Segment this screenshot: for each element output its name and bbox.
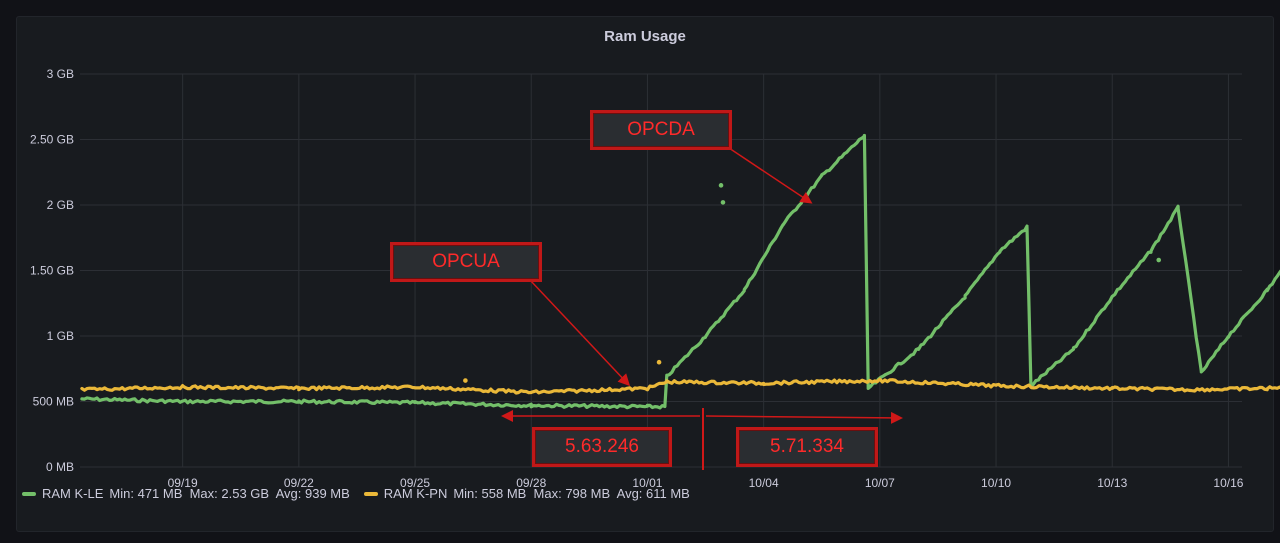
x-tick-label: 10/07 — [865, 476, 895, 490]
legend-stats-ram-k-le: Min: 471 MB Max: 2.53 GB Avg: 939 MB — [109, 486, 350, 501]
arrow-opcua — [529, 279, 631, 387]
legend: RAM K-LE Min: 471 MB Max: 2.53 GB Avg: 9… — [22, 486, 690, 501]
x-tick-label: 09/25 — [400, 476, 430, 490]
stray-point — [1156, 257, 1162, 263]
stray-point — [463, 378, 468, 383]
y-tick-label: 1.50 GB — [30, 264, 74, 278]
x-tick-label: 10/01 — [632, 476, 662, 490]
x-tick-label: 09/22 — [284, 476, 314, 490]
series-line-ram-k-pn — [80, 377, 1280, 395]
x-tick-label: 10/04 — [749, 476, 779, 490]
annotation-opcua: OPCUA — [390, 242, 542, 282]
annotation-version-right: 5.71.334 — [736, 427, 878, 467]
legend-swatch-ram-k-le — [22, 491, 36, 496]
annotation-opcda: OPCDA — [590, 110, 732, 150]
x-tick-label: 09/28 — [516, 476, 546, 490]
y-tick-label: 500 MB — [33, 395, 74, 409]
x-tick-label: 10/13 — [1097, 476, 1127, 490]
x-tick-label: 10/16 — [1213, 476, 1243, 490]
panel-title: Ram Usage — [604, 28, 686, 45]
stray-point — [720, 200, 726, 205]
legend-label-ram-k-pn: RAM K-PN — [383, 486, 448, 501]
legend-item-ram-k-le[interactable]: RAM K-LE Min: 471 MB Max: 2.53 GB Avg: 9… — [22, 486, 350, 501]
stray-point — [718, 183, 724, 188]
x-tick-label: 09/19 — [168, 476, 198, 490]
legend-item-ram-k-pn[interactable]: RAM K-PN Min: 558 MB Max: 798 MB Avg: 61… — [363, 486, 690, 501]
y-tick-label: 1 GB — [47, 329, 74, 343]
stray-point — [656, 359, 662, 365]
legend-label-ram-k-le: RAM K-LE — [42, 486, 104, 501]
legend-swatch-ram-k-pn — [363, 491, 378, 496]
annotation-version-left: 5.63.246 — [532, 427, 672, 467]
y-tick-label: 3 GB — [47, 67, 74, 81]
arrow-version-right — [705, 411, 903, 424]
legend-stats-ram-k-pn: Min: 558 MB Max: 798 MB Avg: 611 MB — [453, 486, 690, 501]
y-tick-label: 0 MB — [46, 460, 74, 474]
y-tick-label: 2.50 GB — [30, 133, 74, 147]
y-tick-label: 2 GB — [47, 198, 74, 212]
arrow-opcda — [725, 145, 813, 204]
series-line-ram-k-le — [80, 133, 1280, 410]
x-tick-label: 10/10 — [981, 476, 1011, 490]
